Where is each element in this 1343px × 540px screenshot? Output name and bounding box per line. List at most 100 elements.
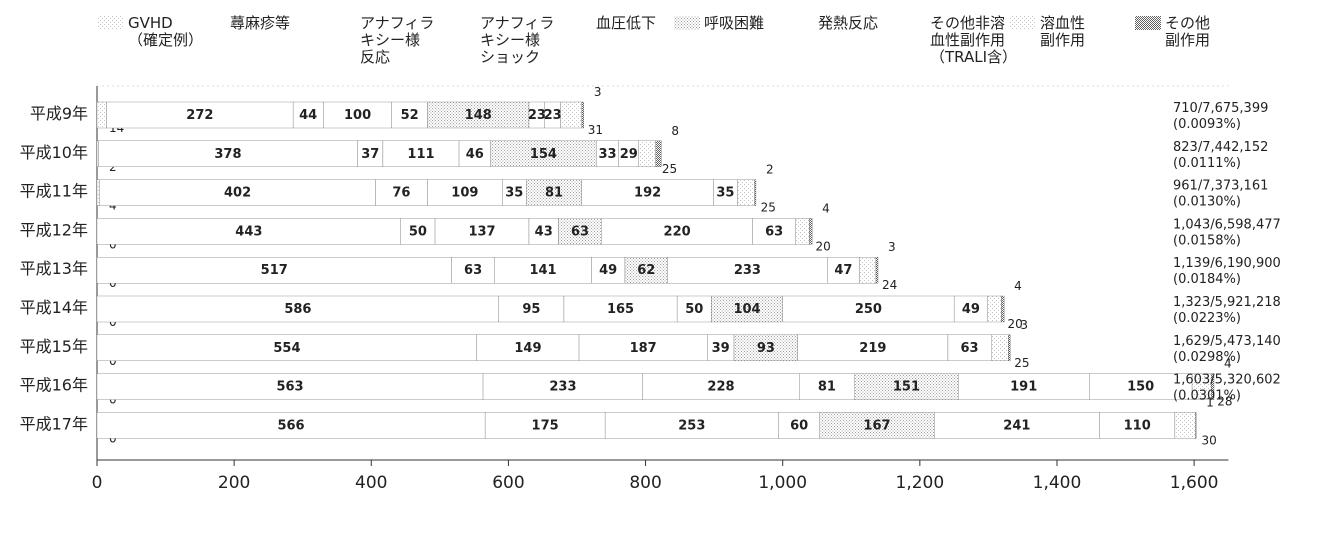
data-label: 23 [544,108,562,123]
data-label: 81 [818,380,836,395]
bar-segment [1008,334,1011,361]
bar-segment [667,257,828,284]
data-label: 141 [529,263,556,278]
total-ratio: 1,043/6,598,477 [1173,217,1281,232]
data-label: 167 [863,418,890,433]
data-label: 3 [888,240,896,254]
data-label: 39 [712,341,730,356]
bar-segment [859,257,877,284]
bar-segment [528,218,559,245]
legend-label: 血圧低下 [596,14,656,32]
category-label: 平成13年 [20,259,88,278]
bar-segment [96,179,100,206]
bar-segment [1089,373,1193,400]
data-label: 20 [1007,317,1022,331]
bar-segment [427,179,503,206]
bar-segment [711,295,783,323]
bar-segment [778,412,820,439]
data-label: 43 [535,224,553,239]
bar-segment [638,140,656,167]
bar-segment [797,334,949,361]
data-label: 4 [822,201,830,215]
category-label: 平成16年 [20,376,88,395]
bar-segment [563,295,678,323]
data-label: 52 [401,108,419,123]
category-label: 平成10年 [20,143,88,162]
bar-segment [934,412,1100,439]
bar-segment [391,101,428,129]
bar-segment [96,295,499,323]
data-label: 37 [361,147,379,162]
bar-segment [953,295,988,323]
bar-segment [526,179,582,206]
x-tick-label: 1,000 [758,473,807,493]
data-label: 187 [630,341,657,356]
bar-segment [96,140,99,167]
legend-label: 発熱反応 [818,14,878,32]
bar-segment [875,257,879,284]
total-percent: (0.0130%) [1173,195,1241,210]
legend-label: 血性副作用 [930,31,1005,49]
legend-label: その他非溶 [930,14,1005,32]
data-label: 20 [815,239,830,253]
total-percent: (0.0093%) [1173,117,1241,132]
bar-segment [707,334,735,361]
data-label: 175 [532,418,559,433]
data-label: 220 [664,224,691,239]
total-ratio: 710/7,675,399 [1173,101,1268,116]
bar-segment [1001,295,1005,323]
total-percent: (0.0223%) [1173,311,1241,326]
data-label: 250 [855,302,882,317]
data-label: 49 [962,302,980,317]
legend-label: 反応 [360,48,390,66]
data-label: 2 [766,163,774,177]
bar-segment [482,373,643,400]
bar-segment [106,101,294,129]
bar-segment [96,334,478,361]
data-label: 443 [235,224,262,239]
data-label: 46 [466,147,484,162]
data-label: 63 [961,341,979,356]
bar-segment [854,373,959,400]
data-label: 111 [407,147,434,162]
bar-segment [655,140,662,167]
legend-label: ショック [480,48,540,66]
data-label: 23 [528,108,546,123]
data-label: 62 [637,263,655,278]
bar-segment [1174,412,1196,439]
bar-segment [476,334,580,361]
legend-swatch [1135,16,1161,30]
legend-swatch [98,16,124,30]
bar-segment [642,373,800,400]
total-percent: (0.0301%) [1173,389,1241,404]
data-label: 28 [1217,395,1232,409]
x-tick-label: 400 [355,473,387,493]
legend-label: 副作用 [1040,31,1085,49]
legend-label: キシー様 [360,31,420,49]
legend-label: 溶血性 [1040,14,1085,32]
data-label: 150 [1127,380,1154,395]
legend-label: 副作用 [1165,31,1210,49]
category-label: 平成15年 [20,337,88,356]
category-label: 平成14年 [20,298,88,317]
data-label: 219 [859,341,886,356]
data-label: 76 [392,186,410,201]
bar-segment [560,101,582,129]
data-label: 44 [299,108,317,123]
bar-segment [591,257,626,284]
total-ratio: 1,603/5,320,602 [1173,373,1281,388]
bar-segment [947,334,992,361]
category-label: 平成9年 [30,104,88,123]
total-percent: (0.0158%) [1173,233,1241,248]
bar-segment [991,334,1009,361]
bar-segment [827,257,860,284]
bar-segment [601,218,753,245]
data-label: 63 [571,224,589,239]
bar-segment [809,218,813,245]
bar-segment [484,412,606,439]
data-label: 566 [277,418,304,433]
bar-segment [96,373,484,400]
bar-segment [498,295,565,323]
data-label: 100 [344,108,371,123]
